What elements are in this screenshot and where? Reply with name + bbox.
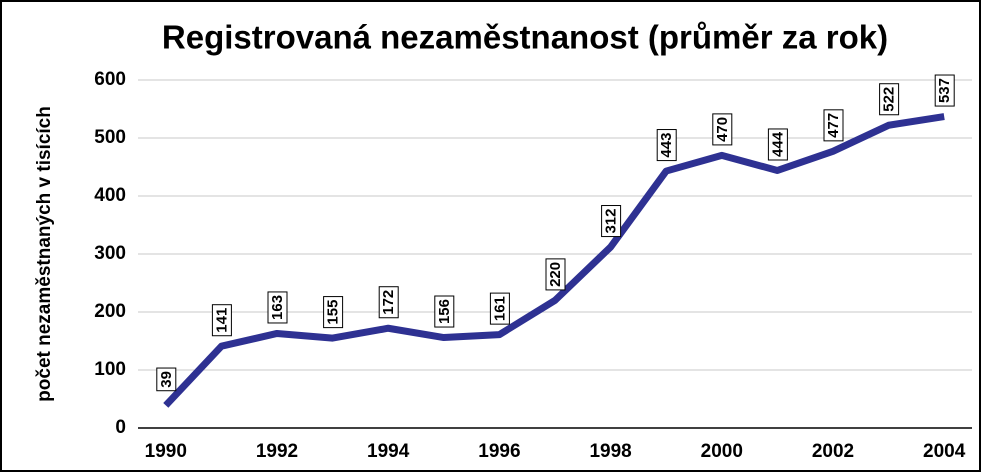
data-label-box (489, 292, 510, 325)
data-label: 522 (879, 83, 900, 116)
x-tick-label: 2002 (812, 441, 854, 462)
data-label-box (211, 304, 232, 337)
y-tick-label: 500 (94, 127, 126, 148)
data-label-text: 161 (491, 296, 508, 321)
data-label-box (601, 205, 622, 238)
y-tick-label: 600 (94, 69, 126, 90)
data-label-text: 312 (603, 209, 620, 234)
y-tick-label: 0 (115, 417, 126, 438)
data-label-box (879, 83, 900, 116)
data-label: 172 (378, 286, 399, 319)
data-label: 443 (656, 129, 677, 162)
data-label: 156 (434, 295, 455, 328)
x-tick-label: 2004 (923, 441, 966, 462)
y-tick-label: 400 (94, 185, 126, 206)
data-label: 141 (211, 304, 232, 337)
data-label-box (934, 74, 955, 107)
data-label: 161 (489, 292, 510, 325)
data-label: 444 (767, 128, 788, 161)
data-label: 220 (545, 258, 566, 291)
data-label: 470 (712, 113, 733, 146)
data-label-text: 537 (936, 78, 953, 103)
data-label: 312 (601, 205, 622, 238)
data-label-text: 220 (547, 262, 564, 287)
x-tick-label: 2000 (701, 441, 743, 462)
y-tick-label: 100 (94, 359, 126, 380)
data-label-box (712, 113, 733, 146)
y-axis-title: počet nezaměstnaných v tisících (34, 106, 55, 402)
data-label-text: 156 (436, 299, 453, 324)
x-tick-label: 1996 (478, 441, 520, 462)
data-label-box (823, 109, 844, 142)
x-tick-label: 1990 (145, 441, 187, 462)
data-label-box (378, 286, 399, 319)
y-tick-label: 300 (94, 243, 126, 264)
data-label: 477 (823, 109, 844, 142)
data-label-text: 39 (158, 371, 175, 388)
data-label-box (156, 367, 177, 392)
x-tick-label: 1992 (256, 441, 298, 462)
data-label-box (767, 128, 788, 161)
data-label-text: 141 (213, 308, 230, 333)
data-label: 155 (323, 296, 344, 329)
data-label: 537 (934, 74, 955, 107)
data-label-text: 172 (380, 290, 397, 315)
data-label-box (656, 129, 677, 162)
data-label-text: 155 (325, 300, 342, 325)
data-label: 39 (156, 367, 177, 392)
data-label-box (267, 291, 288, 324)
data-label-text: 443 (658, 133, 675, 158)
data-label-text: 444 (769, 131, 786, 157)
data-label-box (545, 258, 566, 291)
data-label-text: 470 (714, 117, 731, 142)
data-label-text: 477 (825, 113, 842, 138)
y-tick-label: 200 (94, 301, 126, 322)
x-tick-label: 1994 (367, 441, 410, 462)
data-label: 163 (267, 291, 288, 324)
x-tick-label: 1998 (589, 441, 631, 462)
data-label-box (434, 295, 455, 328)
data-label-box (323, 296, 344, 329)
chart-title: Registrovaná nezaměstnanost (průměr za r… (162, 19, 888, 56)
data-label-text: 163 (269, 295, 286, 320)
line (163, 113, 945, 408)
data-label-text: 522 (881, 87, 898, 112)
